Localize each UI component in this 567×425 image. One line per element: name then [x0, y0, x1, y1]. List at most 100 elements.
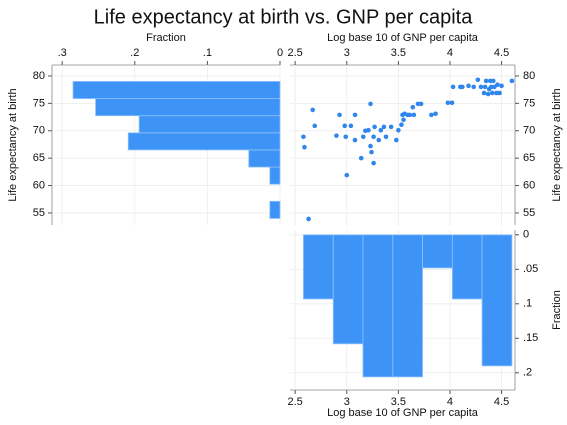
x-axis-title: Fraction [146, 32, 186, 44]
x-axis-title: Log base 10 of GNP per capita [327, 32, 479, 44]
scatter-point [342, 123, 348, 129]
y-tick-label: 70 [33, 125, 45, 137]
chart-title: Life expectancy at birth vs. GNP per cap… [94, 6, 474, 28]
histogram-bar [269, 200, 281, 219]
x-tick-label: .1 [203, 47, 212, 59]
y-axis-title: Life expectancy at birth [7, 88, 19, 201]
scatter-point [495, 82, 500, 88]
scatter-point [301, 134, 306, 140]
x-tick-label: 3.5 [391, 396, 406, 408]
x-axis-title: Log base 10 of GNP per capita [327, 407, 479, 419]
scatter-point [418, 101, 424, 107]
scatter-point [460, 84, 465, 90]
y-tick-label: .2 [523, 367, 532, 379]
y-tick-label: 55 [523, 207, 535, 219]
scatter-point [445, 100, 451, 106]
histogram-bar [269, 166, 281, 185]
histogram-bar [332, 234, 364, 345]
scatter-point [312, 123, 318, 129]
scatter-point [371, 160, 376, 166]
scatter-point [302, 144, 307, 150]
scatter-point [371, 134, 376, 140]
histogram-bar [138, 115, 281, 134]
scatter-point [491, 78, 496, 84]
scatter-point [381, 124, 387, 130]
scatter-point [366, 127, 371, 133]
y-tick-label: 70 [523, 125, 535, 137]
scatter-point [388, 124, 394, 130]
scatter-point [433, 111, 438, 117]
x-tick-label: 4.5 [494, 47, 509, 59]
x-tick-label: 2.5 [288, 47, 303, 59]
histogram-bar [481, 234, 513, 367]
y-tick-label: 65 [33, 152, 45, 164]
x-tick-label: 4 [447, 396, 453, 408]
scatter-point [478, 84, 484, 90]
x-tick-label: 4.5 [494, 396, 509, 408]
y-axis-title: Life expectancy at birth [551, 88, 563, 201]
scatter-point [352, 137, 358, 143]
scatter-point [337, 112, 342, 118]
y-tick-label: 80 [33, 70, 45, 82]
scatter-point [450, 84, 456, 90]
y-tick-label: 80 [523, 70, 535, 82]
scatter-point [482, 84, 488, 90]
scatter-point [410, 104, 416, 110]
scatter-point [344, 172, 350, 178]
scatter-point [348, 123, 354, 129]
x-tick-label: 4 [447, 47, 453, 59]
y-axis-title: Fraction [551, 290, 563, 330]
y-tick-label: 0 [523, 229, 529, 241]
scatter-point [360, 134, 366, 140]
scatter-point [401, 117, 406, 123]
scatter-point [429, 112, 434, 118]
y-tick-label: 65 [523, 152, 535, 164]
scatter-point [394, 137, 399, 143]
histogram-bar [248, 149, 281, 168]
histogram-bar [362, 234, 394, 378]
histogram-bar [303, 234, 334, 300]
scatter-point [471, 84, 477, 90]
scatter-point [306, 216, 311, 222]
scatter-point [483, 78, 489, 84]
histogram-bar [95, 98, 281, 117]
scatter-point [368, 143, 373, 149]
scatter-point [466, 83, 471, 89]
x-tick-label: 0 [277, 47, 283, 59]
histogram-bar [451, 234, 483, 300]
y-tick-label: 60 [523, 179, 535, 191]
scatter-point [489, 90, 495, 96]
scatter-point [497, 90, 502, 96]
scatter-point [310, 107, 316, 113]
histogram-bar [127, 132, 281, 151]
scatter-point [449, 100, 455, 106]
scatter-point [475, 77, 481, 83]
y-tick-label: 75 [33, 97, 45, 109]
scatter-point [485, 91, 491, 97]
scatter-point [352, 112, 358, 118]
x-tick-label: 3.5 [391, 47, 406, 59]
scatter-point [396, 127, 401, 133]
scatter-point [509, 78, 515, 84]
y-tick-label: 75 [523, 97, 535, 109]
x-tick-label: 2.5 [288, 396, 303, 408]
y-tick-label: .05 [523, 263, 538, 275]
y-tick-label: 60 [33, 179, 45, 191]
y-tick-label: 55 [33, 207, 45, 219]
histogram-bar [72, 81, 281, 99]
x-tick-label: 3 [344, 47, 350, 59]
scatter-point [334, 133, 339, 138]
scatter-point [399, 122, 404, 128]
scatter-point [358, 155, 364, 161]
x-tick-label: .2 [130, 47, 139, 59]
scatter-point [499, 83, 504, 89]
scatter-point [372, 124, 377, 130]
scatter-point [343, 134, 349, 140]
histogram-bar [422, 234, 453, 269]
x-tick-label: .3 [58, 47, 67, 59]
scatter-point [378, 127, 384, 133]
scatter-point [369, 149, 374, 155]
scatter-point [407, 112, 413, 118]
